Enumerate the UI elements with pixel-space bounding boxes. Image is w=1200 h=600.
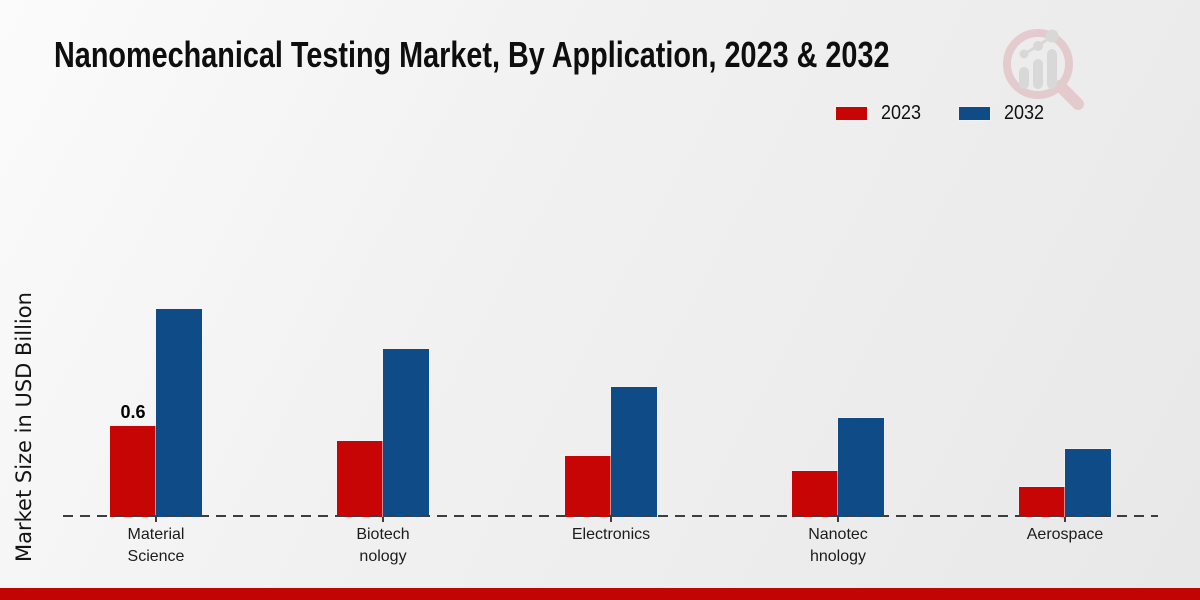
legend-label-2032: 2032 (1003, 102, 1044, 124)
x-axis-label-material-science: Material Science (127, 526, 185, 565)
x-axis-tick-electronics (610, 517, 612, 522)
legend-label-2023: 2023 (881, 102, 922, 124)
bar-value-label-2023-material-science: 0.6 (120, 402, 146, 422)
bar-2032-material-science (156, 309, 202, 517)
bar-2032-biotechnology (383, 349, 429, 517)
x-axis-tick-aerospace (1064, 517, 1066, 522)
market-research-watermark-logo (1003, 29, 1084, 110)
x-axis-label-biotechnology: Biotech nology (356, 526, 410, 565)
x-axis-label-aerospace: Aerospace (1026, 526, 1104, 543)
legend: 2023 2032 (836, 102, 1048, 125)
page-title: Nanomechanical Testing Market, By Applic… (54, 34, 890, 75)
legend-swatch-2023 (836, 107, 867, 120)
footer-accent-bar (0, 588, 1200, 600)
x-axis-label-electronics: Electronics (571, 526, 651, 543)
bar-2032-electronics (611, 387, 657, 517)
bar-2032-aerospace (1065, 449, 1111, 517)
bar-2032-nanotechnology (838, 418, 884, 517)
x-axis-tick-material-science (155, 517, 157, 522)
bar-2023-electronics (565, 456, 611, 517)
legend-swatch-2032 (958, 107, 990, 120)
x-axis-dashed-baseline (63, 515, 1158, 517)
x-axis-label-nanotechnology: Nanotec hnology (808, 526, 868, 565)
bar-2023-material-science (110, 426, 156, 517)
legend-item-2023: 2023 (836, 102, 926, 125)
bar-2023-biotechnology (337, 441, 383, 517)
bar-2023-aerospace (1019, 487, 1065, 517)
x-axis-tick-biotechnology (382, 517, 384, 522)
bar-2023-nanotechnology (792, 471, 838, 517)
legend-item-2032: 2032 (958, 102, 1049, 125)
x-axis-tick-nanotechnology (837, 517, 839, 522)
